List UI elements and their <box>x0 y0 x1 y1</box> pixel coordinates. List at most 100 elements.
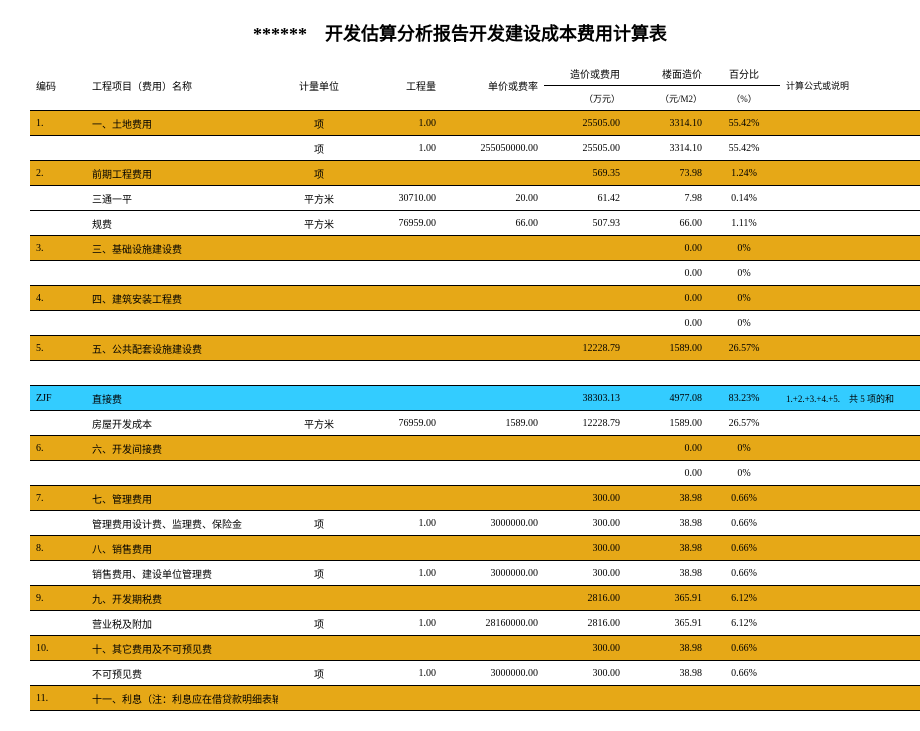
cell-rate: 3000000.00 <box>442 661 544 686</box>
th-cost-sub: （万元） <box>544 86 626 111</box>
cell-unit: 项 <box>278 611 360 636</box>
cell-cost: 12228.79 <box>544 411 626 436</box>
cell-pct: 0.66% <box>708 636 780 661</box>
cell-calc <box>780 286 920 311</box>
cell-qty: 1.00 <box>360 136 442 161</box>
cell-rate <box>442 336 544 361</box>
cell-pct: 0.66% <box>708 561 780 586</box>
cell-pct: 0% <box>708 436 780 461</box>
cell-pct <box>708 686 780 711</box>
cell-pct: 83.23% <box>708 386 780 411</box>
cell-floor: 4977.08 <box>626 386 708 411</box>
cell-name: 规费 <box>82 211 278 236</box>
cell-calc <box>780 461 920 486</box>
cell-unit <box>278 361 360 386</box>
cell-code <box>30 511 82 536</box>
cell-name: 十、其它费用及不可预见费 <box>82 636 278 661</box>
table-row: 11.十一、利息（注：利息应在借贷款明细表输入计算） <box>30 686 920 711</box>
cell-floor: 1589.00 <box>626 336 708 361</box>
cell-name: 三通一平 <box>82 186 278 211</box>
cell-code: 9. <box>30 586 82 611</box>
cell-cost <box>544 286 626 311</box>
cell-qty: 1.00 <box>360 611 442 636</box>
table-body: 1.一、土地费用项1.0025505.003314.1055.42%项1.002… <box>30 111 920 711</box>
cell-qty <box>360 161 442 186</box>
cell-floor: 1589.00 <box>626 411 708 436</box>
cell-rate: 28160000.00 <box>442 611 544 636</box>
cell-cost: 507.93 <box>544 211 626 236</box>
cell-unit: 项 <box>278 561 360 586</box>
table-row: 项1.00255050000.0025505.003314.1055.42% <box>30 136 920 161</box>
cell-name: 营业税及附加 <box>82 611 278 636</box>
cell-name: 前期工程费用 <box>82 161 278 186</box>
cell-name <box>82 461 278 486</box>
cell-qty: 1.00 <box>360 561 442 586</box>
cell-rate <box>442 461 544 486</box>
cell-unit: 项 <box>278 661 360 686</box>
cell-rate <box>442 286 544 311</box>
cell-code <box>30 661 82 686</box>
cell-unit: 项 <box>278 161 360 186</box>
cell-cost <box>544 436 626 461</box>
table-row: 6.六、开发间接费0.000% <box>30 436 920 461</box>
cell-code <box>30 261 82 286</box>
cell-code <box>30 611 82 636</box>
cell-rate: 3000000.00 <box>442 561 544 586</box>
th-unit: 计量单位 <box>278 61 360 111</box>
cell-calc <box>780 436 920 461</box>
cell-calc <box>780 136 920 161</box>
cell-code: 10. <box>30 636 82 661</box>
cell-name: 七、管理费用 <box>82 486 278 511</box>
table-row: 4.四、建筑安装工程费0.000% <box>30 286 920 311</box>
table-row: ZJF直接费38303.134977.0883.23%1.+2.+3.+4.+5… <box>30 386 920 411</box>
cell-code: 8. <box>30 536 82 561</box>
cell-cost: 300.00 <box>544 636 626 661</box>
cell-pct: 55.42% <box>708 111 780 136</box>
cell-code: 3. <box>30 236 82 261</box>
table-row: 0.000% <box>30 261 920 286</box>
cell-pct: 0% <box>708 236 780 261</box>
cell-name: 不可预见费 <box>82 661 278 686</box>
cell-qty <box>360 261 442 286</box>
cell-code: 7. <box>30 486 82 511</box>
cell-name: 销售费用、建设单位管理费 <box>82 561 278 586</box>
cell-qty: 1.00 <box>360 511 442 536</box>
cell-floor: 0.00 <box>626 261 708 286</box>
cell-calc <box>780 511 920 536</box>
cell-pct: 1.11% <box>708 211 780 236</box>
cell-name: 管理费用设计费、监理费、保险金 <box>82 511 278 536</box>
cell-floor <box>626 361 708 386</box>
cell-cost: 300.00 <box>544 536 626 561</box>
cell-calc <box>780 486 920 511</box>
cell-name: 六、开发间接费 <box>82 436 278 461</box>
cell-name: 十一、利息（注：利息应在借贷款明细表输入计算） <box>82 686 278 711</box>
th-floor-sub: （元/M2） <box>626 86 708 111</box>
th-rate: 单价或费率 <box>442 61 544 111</box>
cell-rate <box>442 361 544 386</box>
cell-calc <box>780 161 920 186</box>
cell-code: ZJF <box>30 386 82 411</box>
cell-floor: 7.98 <box>626 186 708 211</box>
cell-cost <box>544 261 626 286</box>
cell-qty <box>360 311 442 336</box>
cell-floor: 38.98 <box>626 486 708 511</box>
cell-calc <box>780 611 920 636</box>
cell-rate: 255050000.00 <box>442 136 544 161</box>
cell-code: 1. <box>30 111 82 136</box>
cell-floor: 38.98 <box>626 636 708 661</box>
cell-code: 11. <box>30 686 82 711</box>
cell-floor: 38.98 <box>626 536 708 561</box>
cell-rate: 1589.00 <box>442 411 544 436</box>
cell-code <box>30 211 82 236</box>
cell-unit <box>278 386 360 411</box>
table-row: 3.三、基础设施建设费0.000% <box>30 236 920 261</box>
cell-pct: 0% <box>708 261 780 286</box>
table-row: 2.前期工程费用项569.3573.981.24% <box>30 161 920 186</box>
cell-qty: 1.00 <box>360 111 442 136</box>
cell-calc <box>780 586 920 611</box>
table-row: 0.000% <box>30 461 920 486</box>
cell-floor: 66.00 <box>626 211 708 236</box>
cell-code <box>30 311 82 336</box>
cell-cost: 300.00 <box>544 511 626 536</box>
cell-calc <box>780 211 920 236</box>
